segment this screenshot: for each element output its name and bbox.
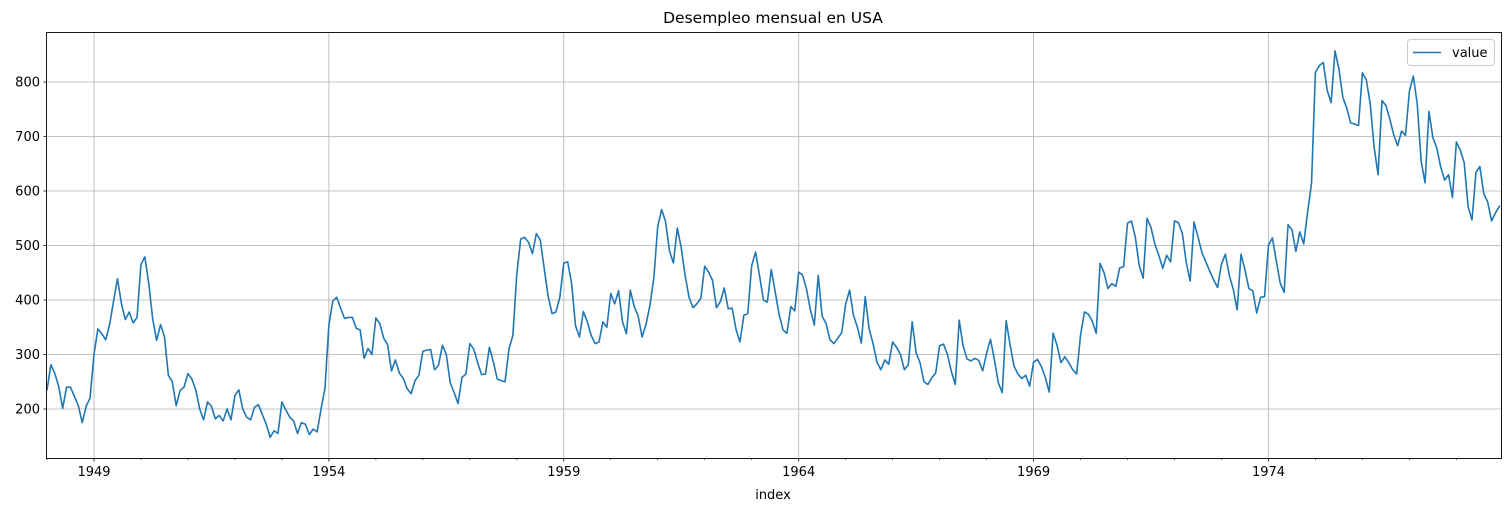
x-tick-label: 1964 [782,465,815,480]
x-tick-label: 1969 [1017,465,1050,480]
grid-lines [47,33,1501,458]
legend-entry-value: value [1452,46,1488,61]
x-tick-label: 1974 [1252,465,1285,480]
legend-box [1407,39,1495,66]
x-tick-label: 1954 [312,465,345,480]
y-tick-label: 700 [15,130,40,145]
series-line-value [46,50,1501,439]
y-tick-label: 200 [15,403,40,418]
y-tick-label: 800 [15,76,40,91]
y-axis-ticks: 200 300 400 500 600 700 800 [15,76,47,418]
y-tick-label: 400 [15,294,40,309]
x-tick-label: 1949 [77,465,110,480]
x-tick-label: 1959 [547,465,580,480]
y-tick-label: 600 [15,185,40,200]
x-axis-label: index [755,488,791,503]
chart-title: Desempleo mensual en USA [663,9,883,27]
legend[interactable]: value [1407,39,1495,66]
y-tick-label: 300 [15,348,40,363]
x-axis-ticks: 1949 1954 1959 1964 1969 1974 [46,458,1457,480]
series-layer [46,50,1501,439]
y-tick-label: 500 [15,239,40,254]
